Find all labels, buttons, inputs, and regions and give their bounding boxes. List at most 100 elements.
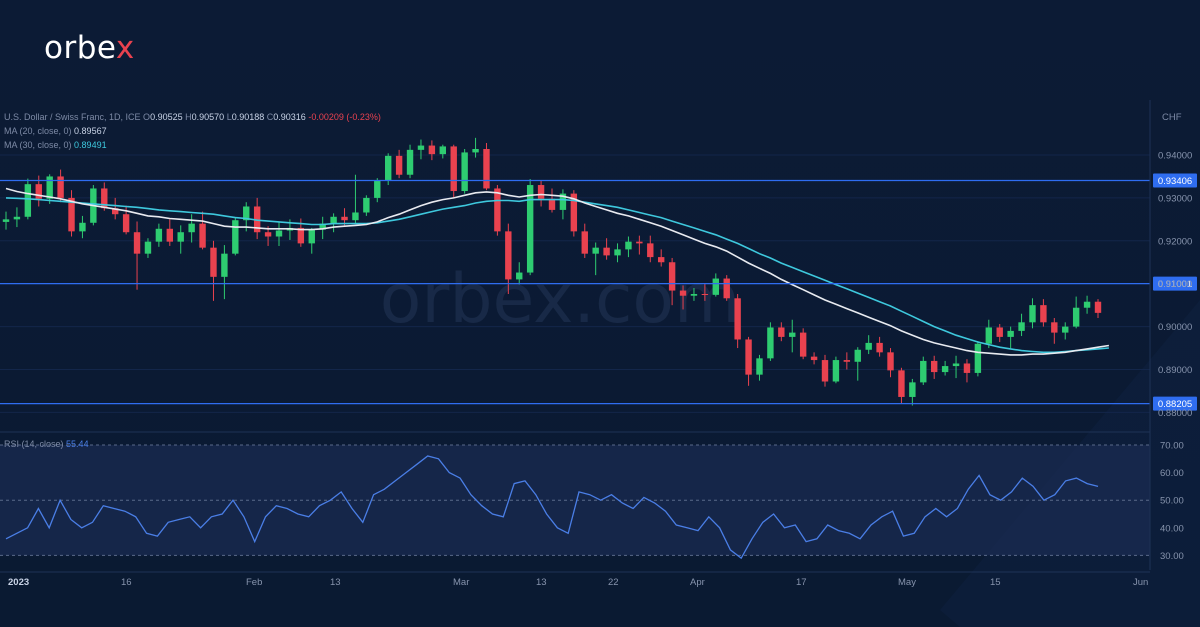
candle-body	[854, 349, 861, 362]
candle-body	[963, 363, 971, 373]
x-tick-label: May	[898, 577, 916, 588]
candle-body	[931, 360, 938, 373]
x-tick-label: 13	[330, 577, 341, 588]
x-tick-label: 15	[990, 577, 1001, 588]
candle-body	[57, 176, 64, 198]
ma30-label: MA (30, close, 0)	[4, 140, 72, 150]
candle-body	[363, 197, 370, 213]
candle-body	[483, 148, 490, 189]
candle-body	[952, 363, 960, 367]
ma30-value: 0.89491	[74, 140, 107, 150]
candle-body	[516, 272, 523, 280]
rsi-tick-label: 30.00	[1160, 551, 1184, 562]
price-tick-label: 0.93000	[1158, 193, 1192, 204]
candle-body	[275, 230, 283, 237]
candle-body	[712, 278, 719, 295]
candle-body	[505, 231, 512, 280]
candle-body	[1051, 322, 1058, 333]
candle-body	[297, 227, 305, 244]
candle-body	[428, 145, 436, 155]
level-tag-label: 0.88205	[1158, 399, 1192, 410]
price-tick-label: 0.90000	[1158, 322, 1192, 333]
candle-body	[570, 193, 578, 232]
level-tag	[1153, 173, 1197, 188]
candle-body	[319, 223, 326, 230]
candle-body	[439, 146, 446, 155]
candle-body	[308, 229, 315, 244]
close-value: 0.90316	[273, 112, 306, 122]
candle-body	[68, 197, 75, 232]
candle-body	[2, 219, 10, 222]
candle-body	[166, 228, 173, 242]
candle-body	[745, 339, 752, 375]
candle-body	[352, 212, 359, 221]
candle-body	[974, 343, 982, 373]
high-label: H	[185, 112, 192, 122]
watermark-text: orbex.com	[380, 260, 740, 339]
candle-body	[799, 332, 807, 357]
candle-body	[199, 223, 206, 248]
x-tick-label: Jun	[1133, 577, 1148, 588]
symbol-name: U.S. Dollar / Swiss Franc, 1D, ICE	[4, 112, 141, 122]
x-tick-label: Mar	[453, 577, 469, 588]
candle-body	[243, 206, 250, 221]
candle-body	[810, 356, 818, 361]
candle-body	[701, 293, 709, 295]
candle-body	[395, 155, 403, 175]
candle-body	[1094, 301, 1102, 313]
logo-main: orbe	[44, 30, 116, 66]
candle-body	[920, 360, 927, 383]
candle-body	[723, 278, 730, 299]
candle-body	[188, 223, 195, 233]
candle-body	[330, 216, 337, 224]
candle-body	[232, 220, 239, 254]
level-tag	[1153, 276, 1197, 291]
candle-body	[789, 332, 796, 337]
price-tick-label: 0.89000	[1158, 365, 1192, 376]
candle-body	[144, 241, 152, 254]
x-tick-label: 17	[796, 577, 807, 588]
candle-body	[526, 185, 534, 273]
candle-body	[581, 231, 588, 254]
candle-body	[778, 327, 785, 337]
x-tick-label: 22	[608, 577, 619, 588]
candle-body	[221, 253, 228, 277]
candle-body	[461, 152, 468, 192]
rsi-value: 55.44	[66, 439, 89, 449]
candle-body	[876, 342, 883, 353]
level-tag-label: 0.93406	[1158, 176, 1192, 187]
ma30-legend: MA (30, close, 0) 0.89491	[4, 140, 107, 150]
candle-body	[79, 222, 86, 232]
change-value: -0.00209 (-0.23%)	[308, 112, 381, 122]
candle-body	[734, 298, 741, 340]
candle-body	[887, 352, 894, 371]
candle-body	[1018, 322, 1025, 331]
candle-body	[679, 290, 687, 296]
open-label: O	[143, 112, 151, 122]
x-tick-label: 13	[536, 577, 547, 588]
candle-body	[472, 148, 479, 153]
candle-body	[13, 216, 21, 220]
low-label: L	[226, 112, 232, 122]
candle-body	[406, 149, 414, 175]
orbex-logo: orbex	[44, 30, 135, 66]
candle-body	[417, 145, 425, 150]
candle-body	[1040, 305, 1047, 323]
candle-body	[690, 293, 698, 296]
candle-body	[668, 262, 676, 291]
candle-body	[559, 193, 567, 210]
ma30-line	[5, 197, 1109, 354]
rsi-band	[0, 445, 1150, 556]
candle-body	[450, 146, 457, 192]
candle-body	[1029, 305, 1036, 323]
currency-label: CHF	[1162, 112, 1182, 123]
x-tick-label: Apr	[690, 577, 705, 588]
candle-body	[1007, 330, 1014, 337]
candle-body	[1062, 326, 1069, 333]
candle-body	[625, 241, 632, 250]
ma20-label: MA (20, close, 0)	[4, 126, 72, 136]
candle-body	[133, 232, 141, 254]
open-value: 0.90525	[150, 112, 183, 122]
symbol-legend: U.S. Dollar / Swiss Franc, 1D, ICE O0.90…	[4, 112, 381, 122]
